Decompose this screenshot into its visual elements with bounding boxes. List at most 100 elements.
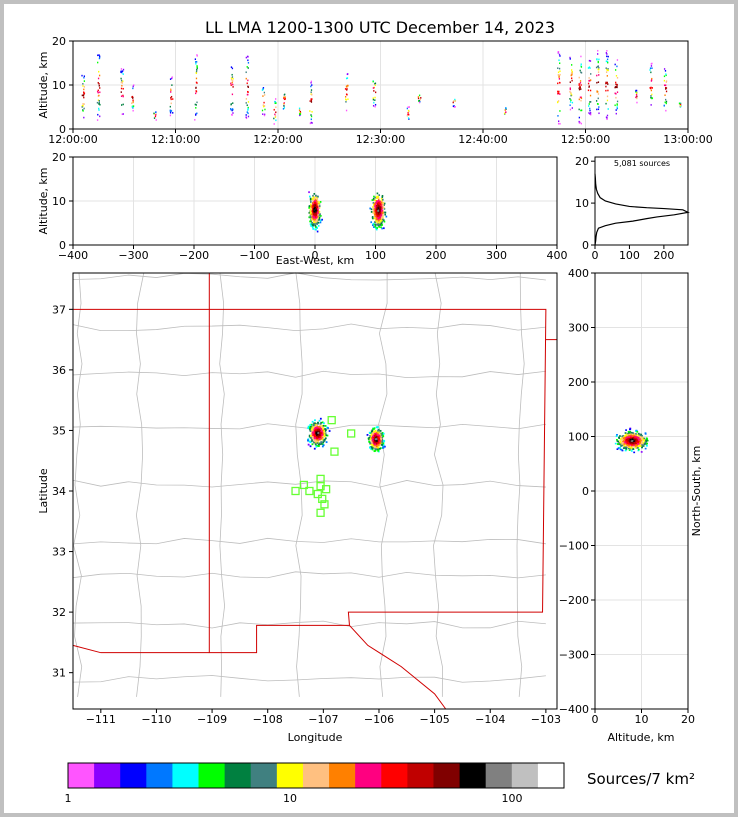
source-point [232, 102, 234, 104]
source-point [310, 80, 313, 83]
source-point [588, 59, 591, 62]
source-point [383, 445, 386, 448]
source-point [597, 108, 600, 111]
time-cluster [595, 49, 600, 115]
colorbar-label: Sources/7 km² [587, 770, 695, 788]
source-point [98, 109, 100, 111]
source-point [315, 212, 317, 215]
source-point [639, 437, 642, 440]
colorbar-swatch [355, 763, 382, 788]
altitude-histogram-plot: 0 100 200 0 10 20 5,081 sources [575, 155, 690, 262]
source-point [372, 441, 375, 444]
source-point [82, 110, 84, 112]
source-point [651, 93, 653, 96]
source-point [311, 198, 314, 201]
source-point [558, 76, 560, 78]
source-point [369, 446, 371, 449]
source-point [370, 432, 373, 435]
source-point [378, 444, 381, 447]
source-point [636, 95, 638, 98]
x-tick-label: −108 [253, 713, 283, 726]
source-point [372, 197, 375, 200]
source-point [559, 110, 561, 112]
source-point [317, 216, 320, 219]
source-point [635, 440, 638, 443]
y-tick-label: −100 [559, 540, 589, 553]
time-cluster [503, 107, 507, 115]
source-point [97, 54, 99, 57]
source-point [606, 118, 608, 121]
x-tick-label: 200 [426, 249, 447, 262]
source-point [598, 112, 600, 115]
source-point [629, 428, 632, 430]
source-point [196, 55, 198, 57]
source-point [664, 70, 667, 72]
x-tick-label: −107 [308, 713, 338, 726]
source-point [308, 426, 311, 429]
source-point [382, 442, 385, 445]
source-point [319, 432, 322, 435]
source-point [620, 445, 623, 447]
source-point [316, 430, 318, 433]
source-point [379, 429, 382, 432]
source-point [98, 84, 100, 87]
y-tick-label: 37 [52, 303, 66, 316]
source-point [650, 95, 652, 97]
colorbar-swatch [224, 763, 252, 788]
source-point [452, 105, 455, 108]
source-point [629, 441, 632, 444]
source-point [376, 212, 378, 215]
source-point [315, 221, 317, 224]
source-point [321, 424, 324, 427]
source-point [643, 437, 646, 440]
source-point [628, 434, 631, 437]
source-point [665, 81, 668, 83]
source-point [370, 208, 373, 211]
source-point [407, 109, 410, 112]
source-point [132, 109, 134, 112]
source-point [307, 439, 309, 442]
source-point [569, 56, 571, 59]
source-point [625, 429, 627, 431]
source-point [375, 228, 378, 231]
source-point [606, 116, 608, 119]
source-point [641, 444, 644, 446]
source-point [375, 448, 378, 451]
source-point [314, 200, 317, 203]
source-point [310, 118, 312, 121]
source-point [170, 95, 173, 98]
source-point [246, 82, 248, 85]
source-point [120, 68, 123, 70]
source-point [635, 444, 638, 447]
source-point [322, 441, 325, 444]
source-point [381, 214, 384, 217]
source-point [314, 427, 317, 430]
source-point [578, 120, 580, 123]
source-point [372, 97, 374, 99]
source-point [99, 115, 101, 118]
source-point [381, 444, 383, 446]
source-point [638, 445, 641, 447]
source-point [317, 421, 319, 424]
source-point [376, 445, 379, 447]
source-point [382, 432, 385, 435]
source-point [323, 430, 325, 432]
source-point [605, 102, 607, 105]
colorbar-swatch [511, 763, 539, 788]
source-point [627, 442, 630, 445]
source-point [646, 442, 648, 445]
source-point [382, 203, 384, 205]
source-point [320, 441, 323, 443]
source-point [616, 438, 618, 441]
source-point [230, 108, 232, 111]
source-point [407, 106, 409, 108]
source-point [625, 440, 628, 443]
source-point [636, 101, 638, 104]
source-point [313, 219, 315, 222]
colorbar-tick-label: 10 [283, 792, 297, 805]
source-point [245, 77, 247, 80]
source-point [616, 84, 618, 86]
source-point [310, 438, 313, 441]
source-point [616, 59, 619, 61]
source-point [377, 436, 380, 439]
